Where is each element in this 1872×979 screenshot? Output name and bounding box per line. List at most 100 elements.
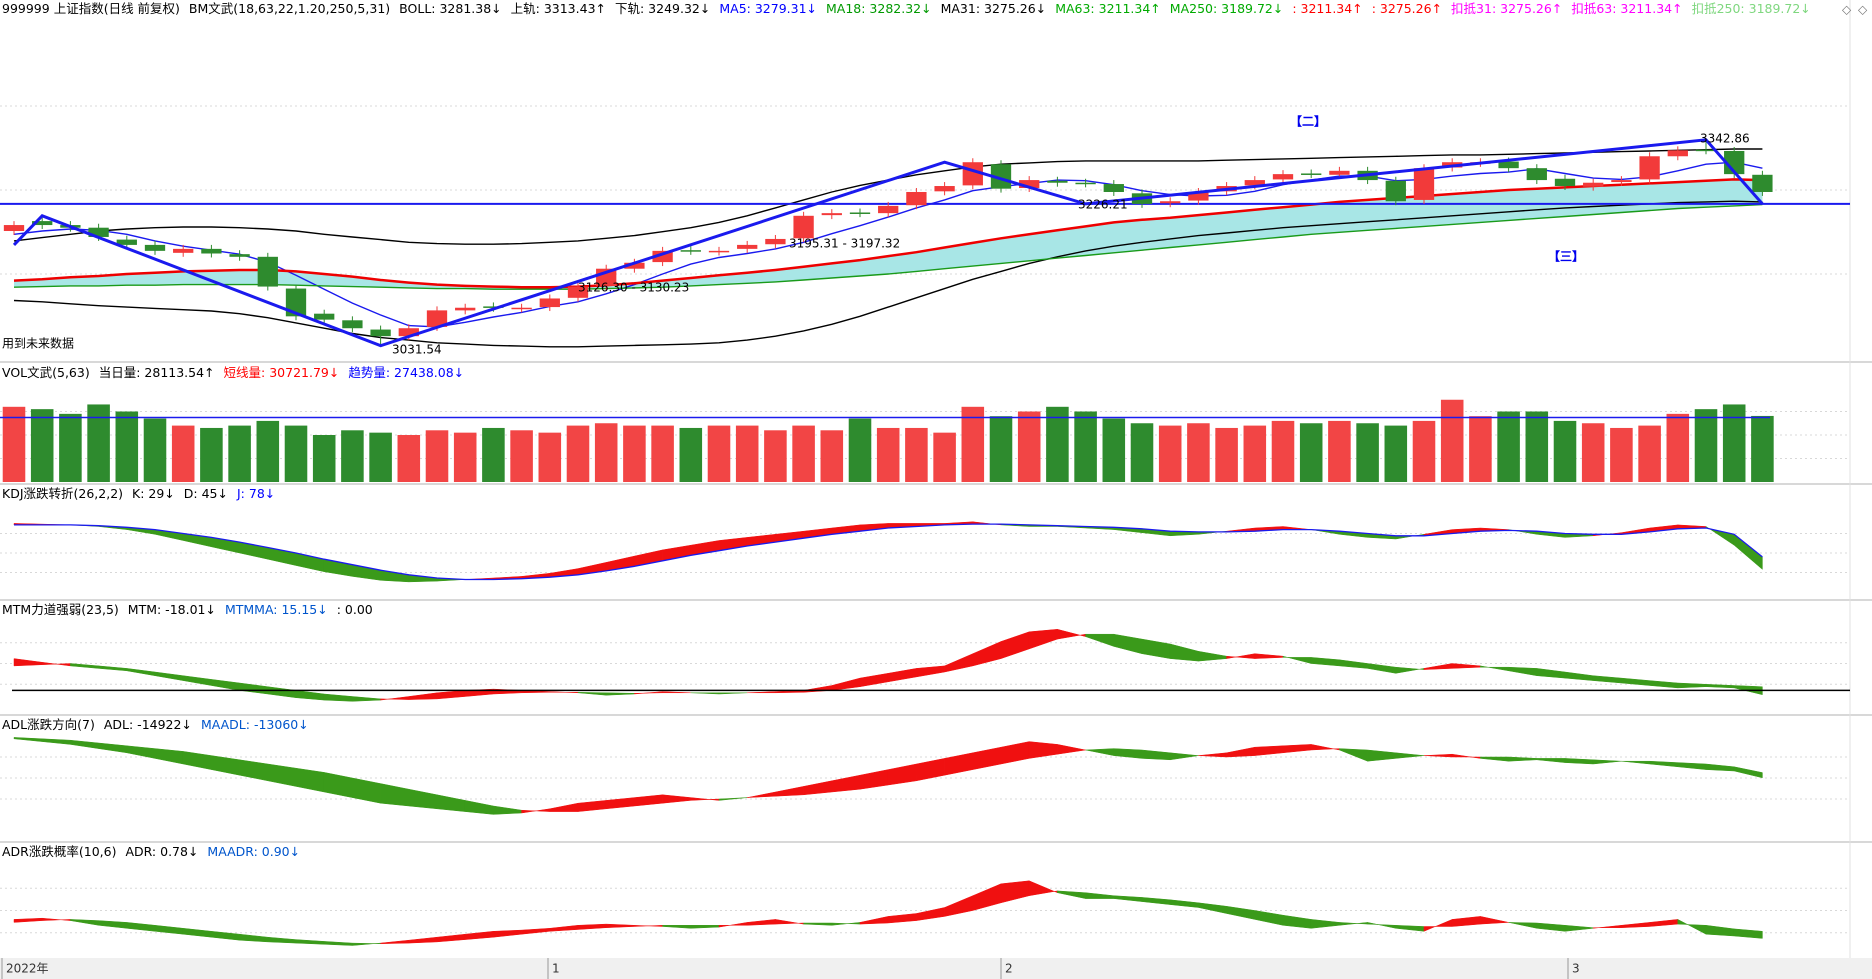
volume-bar [707,425,731,482]
indicator-band [1395,752,1425,759]
candle-body [1075,182,1096,185]
volume-bar [256,420,280,482]
volume-bar [425,430,449,482]
volume-bar [1243,425,1267,482]
indicator-band [972,746,1002,770]
indicator-band [1113,748,1143,759]
indicator-band [1113,895,1143,902]
indicator-band [1480,665,1509,672]
indicator-band [1085,748,1115,756]
volume-bar [792,425,815,482]
indicator-band [1339,659,1368,669]
indicator-band [1451,916,1481,927]
indicator-band [1226,653,1256,659]
indicator-band [352,942,381,946]
candle-body [1272,174,1294,180]
volume-bar [1130,423,1154,482]
indicator-band [1451,753,1481,759]
indicator-band [859,673,889,687]
volume-bar [228,425,251,482]
candle-body [1667,150,1688,157]
indicator-band [13,658,43,667]
indicator-band [690,797,720,801]
candle-body [624,262,645,269]
indicator-band [1536,758,1566,763]
indicator-band [493,929,522,938]
header-item: ADR涨跌概率(10,6) [2,844,117,859]
volume-bar [482,427,505,482]
indicator-header: ADL涨跌方向(7) ADL: -14922↓ MAADL: -13060↓ [2,717,318,733]
indicator-band [1564,925,1594,932]
candle-body [849,212,871,214]
candle-body [1103,184,1124,192]
candle-body [483,306,504,308]
indicator-band [662,794,692,804]
annotation: 3342.86 [1700,132,1750,146]
indicator-band [803,685,833,693]
indicator-band [1480,756,1509,762]
volume-bar [1074,411,1097,482]
indicator-band [154,925,184,935]
candle-body [1019,180,1040,189]
indicator-band [605,923,635,928]
indicator-band [1508,922,1538,929]
indicator-band [239,933,269,943]
panel-icon[interactable]: ◇ [1858,3,1868,17]
header-item: 扣抵31: 3275.26↑ [1451,1,1563,16]
volume-bar [143,418,167,482]
candle-body [539,298,560,308]
candle-body [906,191,927,206]
indicator-band [916,665,945,678]
candle-body [32,221,53,226]
indicator-band [662,691,691,694]
indicator-band [1367,922,1397,929]
panel-icon[interactable]: ◇ [1842,3,1852,17]
volume-bar [1751,415,1774,482]
indicator-band [747,791,776,798]
indicator-band [1310,657,1340,667]
volume-bar [848,418,872,482]
indicator-band [775,786,804,797]
indicator-band [916,758,945,782]
annotation: 【二】 [1290,114,1326,129]
header-item: : 3211.34↑ [1292,1,1363,16]
annotation: 3195.31 - 3197.32 [789,237,900,251]
indicator-band [1028,741,1058,759]
indicator-band [1198,752,1227,758]
indicator-band [1592,675,1622,684]
header-item: J: 78↓ [237,486,276,501]
volume-bar [1328,420,1351,482]
indicator-band [1000,741,1030,765]
volume-bar [820,430,844,482]
volume-bar [1497,411,1520,482]
indicator-band [887,668,917,683]
header-item: 999999 上证指数(日线 前复权) [2,1,180,16]
volume-bar [59,413,82,482]
candle-body [370,329,391,337]
indicator-band [887,763,917,786]
indicator-band [211,679,240,691]
header-item: : 0.00 [336,602,373,617]
candle-body [1385,180,1406,202]
indicator-band [1621,922,1650,928]
indicator-band [154,671,184,681]
annotation: 3031.54 [392,343,442,357]
indicator-band [464,800,494,815]
header-item: MTMMA: 15.15↓ [224,602,328,617]
indicator-band [859,769,889,790]
volume-bar [651,425,674,482]
indicator-band [718,797,748,801]
header-item: MA31: 3275.26↓ [940,1,1047,16]
candle-body [511,307,532,310]
candle-body [1554,178,1576,187]
volume-bar [200,427,223,482]
indicator-band [1621,760,1650,765]
candle-body [793,215,814,239]
volume-bar [1299,423,1323,482]
indicator-band [1113,633,1143,655]
indicator-band [182,928,212,938]
ma-line [13,200,1763,348]
header-item: K: 29↓ [132,486,175,501]
header-item: MTM力道强弱(23,5) [2,602,119,617]
indicator-band [323,941,353,946]
